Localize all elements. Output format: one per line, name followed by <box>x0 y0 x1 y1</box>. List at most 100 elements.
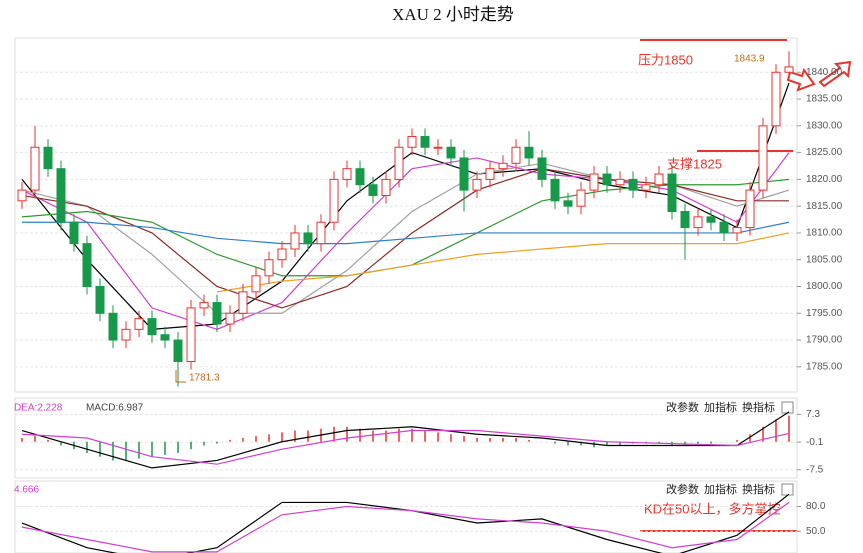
candle-body <box>758 125 768 191</box>
candle-body <box>290 232 300 250</box>
candle-body <box>17 189 27 202</box>
macd-value: MACD:6.987 <box>86 403 144 414</box>
candle-body <box>186 307 196 362</box>
candle-body <box>771 71 781 127</box>
resistance-label: 压力1850 <box>638 52 693 67</box>
candle-body <box>498 162 508 170</box>
chart-title: XAU 2 小时走势 <box>392 5 514 24</box>
candle-body <box>160 334 170 341</box>
y-tick-label: 1825.00 <box>806 147 843 158</box>
candle-body <box>628 178 638 191</box>
candle-body <box>680 211 690 229</box>
candle-body <box>433 146 443 149</box>
button[interactable]: 加指标 <box>704 482 737 496</box>
candle-body <box>368 184 378 196</box>
candle-body <box>472 178 482 191</box>
candle-body <box>212 302 222 325</box>
y-tick-label: 1810.00 <box>806 228 843 239</box>
candle-body <box>147 318 157 336</box>
candle-body <box>394 146 404 180</box>
y-tick-label: 1835.00 <box>806 94 843 105</box>
candle-body <box>511 146 521 164</box>
y-tick-label: -7.5 <box>806 464 824 475</box>
close-button[interactable] <box>781 401 794 414</box>
button[interactable]: 改参数 <box>666 482 699 496</box>
line <box>21 411 790 469</box>
candle-body <box>43 146 53 170</box>
candle-body <box>56 168 66 223</box>
candle-body <box>108 312 118 341</box>
candle-body <box>446 146 456 159</box>
candle-body <box>563 200 573 207</box>
line <box>216 232 790 293</box>
candle-body <box>745 189 755 229</box>
candle-body <box>95 285 105 314</box>
y-tick-label: 1820.00 <box>806 174 843 185</box>
candle-body <box>732 227 742 234</box>
candle-body <box>134 318 144 330</box>
candle-body <box>615 178 625 186</box>
kd-value: 4.666 <box>14 485 39 496</box>
candle-body <box>641 184 651 191</box>
kd-note: KD在50以上，多方掌控 <box>644 501 781 516</box>
candle-body <box>251 275 261 293</box>
candle-body <box>654 173 664 186</box>
candle-body <box>30 146 40 191</box>
candle-body <box>420 136 430 148</box>
candle-body <box>199 302 209 309</box>
y-tick-label: -0.1 <box>806 437 824 448</box>
y-tick-label: 1840.00 <box>806 67 843 78</box>
button[interactable]: 换指标 <box>742 400 775 414</box>
candle-body <box>121 328 131 341</box>
y-tick-label: 50.0 <box>806 526 826 537</box>
candle-body <box>342 168 352 180</box>
button[interactable]: 加指标 <box>704 400 737 414</box>
high-label: 1843.9 <box>734 54 765 65</box>
close-button[interactable] <box>781 483 794 496</box>
support-label: 支撑1825 <box>667 156 722 171</box>
y-tick-label: 1805.00 <box>806 254 843 265</box>
y-tick-label: 7.3 <box>806 409 820 420</box>
button[interactable]: 换指标 <box>742 482 775 496</box>
y-tick-label: 1790.00 <box>806 335 843 346</box>
button[interactable]: 改参数 <box>666 400 699 414</box>
line <box>21 429 790 465</box>
candle-body <box>537 157 547 180</box>
candle-body <box>706 216 716 223</box>
line <box>22 221 790 245</box>
candle-body <box>69 221 79 245</box>
macd-panel <box>14 397 798 479</box>
candle-body <box>264 259 274 277</box>
y-tick-label: 1815.00 <box>806 201 843 212</box>
candle-body <box>303 232 313 245</box>
candle-body <box>576 189 586 207</box>
y-tick-label: 1800.00 <box>806 281 843 292</box>
candle-body <box>719 221 729 234</box>
candle-body <box>329 178 339 223</box>
main-panel <box>14 37 798 393</box>
candle-body <box>550 178 560 202</box>
candle-body <box>459 157 469 191</box>
candle-body <box>238 291 248 314</box>
low-label: 1781.3 <box>189 373 220 384</box>
candle-body <box>602 173 612 186</box>
low-pointer <box>175 370 186 383</box>
candle-body <box>82 243 92 287</box>
candle-body <box>316 221 326 245</box>
macd-dea: DEA:2.228 <box>14 403 63 414</box>
candle-body <box>693 216 703 229</box>
candle-body <box>277 248 287 261</box>
y-tick-label: 80.0 <box>806 501 826 512</box>
candle-body <box>589 173 599 191</box>
candle-body <box>485 168 495 180</box>
arrow <box>786 67 816 92</box>
candle-body <box>173 339 183 362</box>
y-tick-label: 1795.00 <box>806 308 843 319</box>
y-tick-label: 1830.00 <box>806 120 843 131</box>
line <box>21 501 790 553</box>
candle-body <box>667 173 677 213</box>
candle-body <box>524 146 534 159</box>
candle-body <box>355 168 365 186</box>
y-tick-label: 1785.00 <box>806 361 843 372</box>
